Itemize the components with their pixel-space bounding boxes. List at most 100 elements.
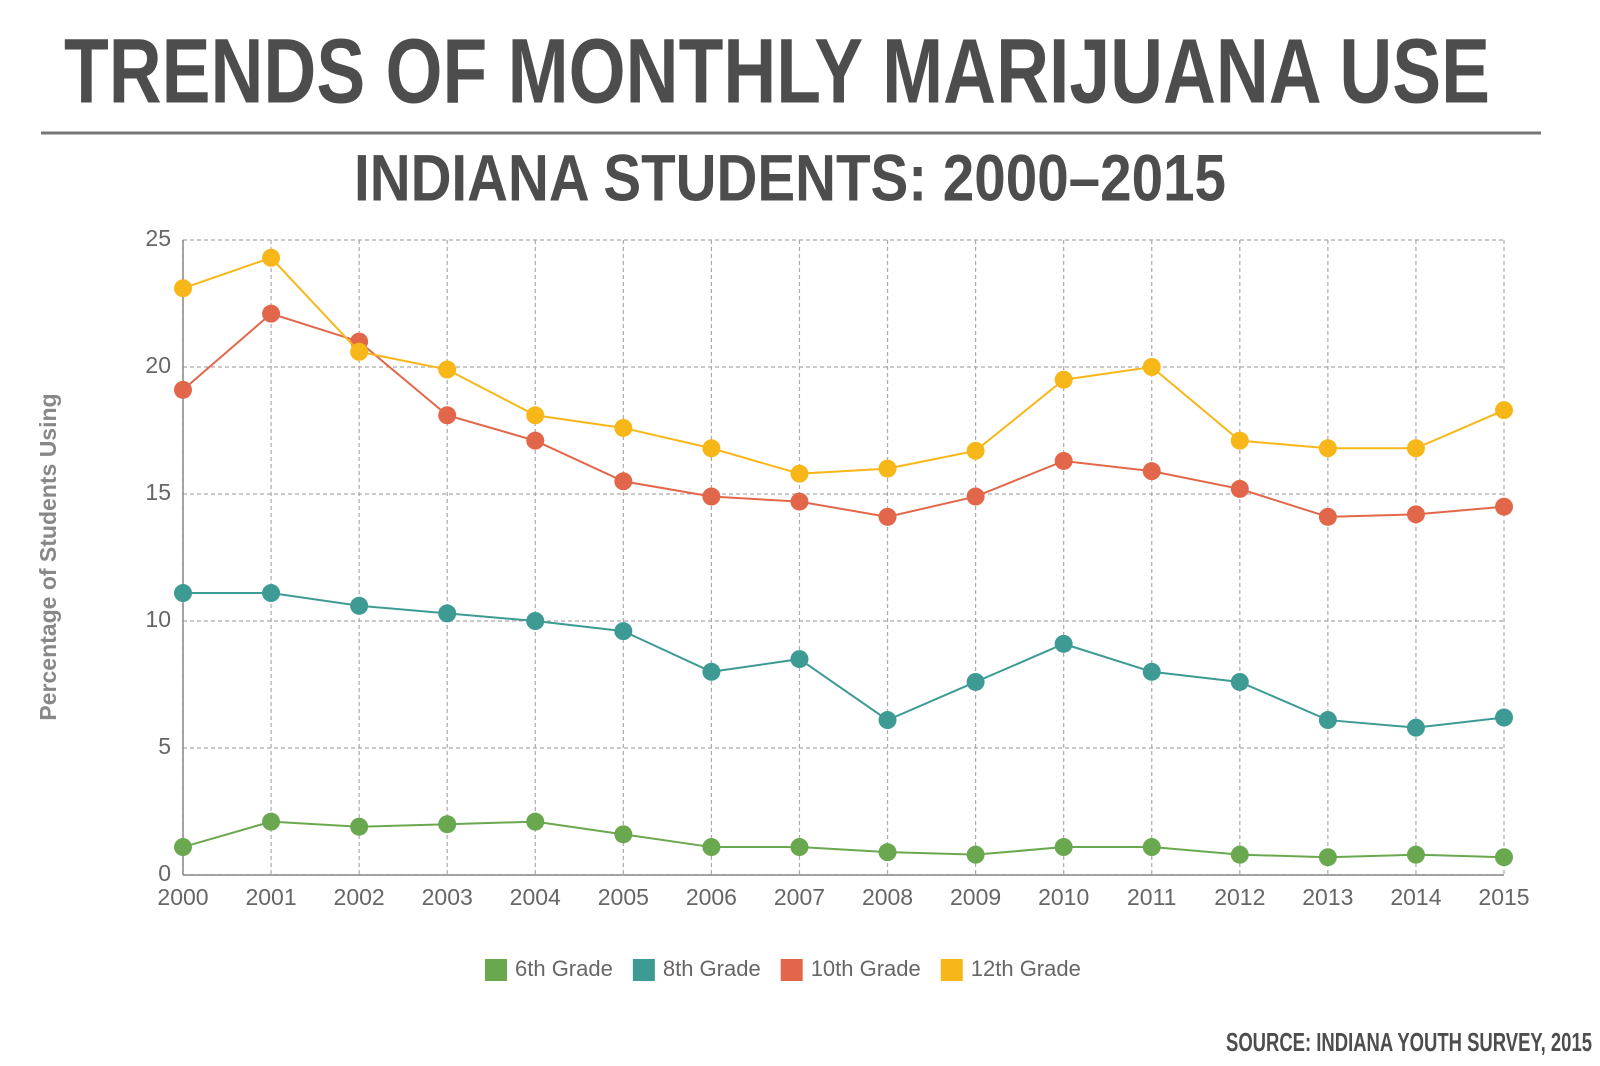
data-point bbox=[1230, 431, 1249, 450]
data-point bbox=[878, 843, 897, 862]
y-tick-label: 0 bbox=[158, 860, 171, 886]
data-point bbox=[438, 815, 457, 834]
y-tick-label: 15 bbox=[145, 479, 171, 505]
data-point bbox=[1054, 838, 1073, 857]
data-point bbox=[966, 487, 985, 506]
data-point bbox=[350, 342, 369, 361]
data-point bbox=[1054, 634, 1073, 653]
data-point bbox=[526, 406, 545, 425]
data-point bbox=[966, 441, 985, 460]
legend-swatch bbox=[780, 959, 803, 981]
data-point bbox=[262, 812, 281, 831]
x-tick-label: 2003 bbox=[422, 884, 473, 910]
data-point bbox=[614, 825, 633, 844]
data-point bbox=[1142, 462, 1161, 481]
x-tick-label: 2008 bbox=[862, 884, 913, 910]
source-note: SOURCE: INDIANA YOUTH SURVEY, 2015 bbox=[1226, 1027, 1592, 1057]
data-point bbox=[790, 492, 809, 511]
data-point bbox=[350, 817, 369, 836]
x-tick-label: 2007 bbox=[774, 884, 825, 910]
data-point bbox=[614, 622, 633, 641]
data-point bbox=[966, 845, 985, 864]
data-point bbox=[526, 612, 545, 630]
data-point bbox=[438, 360, 457, 379]
data-point bbox=[702, 838, 721, 857]
data-point bbox=[262, 584, 281, 603]
data-point bbox=[702, 662, 721, 681]
data-point bbox=[1495, 708, 1513, 727]
data-point bbox=[1406, 439, 1425, 458]
legend-swatch bbox=[485, 959, 507, 981]
y-tick-label: 20 bbox=[145, 352, 171, 378]
x-tick-label: 2011 bbox=[1127, 884, 1176, 910]
data-point bbox=[1318, 439, 1337, 458]
y-tick-label: 25 bbox=[145, 225, 171, 251]
data-point bbox=[1318, 711, 1337, 730]
data-point bbox=[350, 596, 369, 615]
data-point bbox=[438, 406, 457, 425]
data-point bbox=[1230, 479, 1249, 498]
data-point bbox=[174, 838, 192, 857]
chart-title: TRENDS OF MONTHLY MARIJUANA USE bbox=[64, 20, 1490, 122]
data-point bbox=[614, 418, 633, 437]
legend-swatch bbox=[632, 959, 655, 981]
data-point bbox=[438, 604, 457, 623]
x-tick-label: 2001 bbox=[245, 884, 296, 910]
series-line bbox=[182, 312, 1505, 518]
data-point bbox=[1054, 370, 1073, 389]
chart-subtitle: INDIANA STUDENTS: 2000–2015 bbox=[354, 140, 1226, 214]
data-point bbox=[790, 650, 809, 669]
y-axis-label: Percentage of Students Using bbox=[35, 393, 61, 720]
series-line bbox=[183, 592, 1505, 729]
data-point bbox=[174, 380, 192, 399]
data-point bbox=[1142, 838, 1161, 857]
data-point bbox=[966, 672, 985, 691]
legend-label: 10th Grade bbox=[811, 956, 921, 981]
data-point bbox=[1406, 505, 1425, 524]
data-point bbox=[1318, 507, 1337, 526]
data-point bbox=[1406, 718, 1425, 737]
data-point bbox=[262, 304, 281, 323]
x-tick-label: 2010 bbox=[1038, 884, 1089, 910]
data-point bbox=[1495, 401, 1513, 420]
data-point bbox=[878, 507, 897, 526]
data-point bbox=[702, 487, 721, 506]
data-point bbox=[1142, 358, 1161, 376]
data-point bbox=[1495, 497, 1513, 516]
data-point bbox=[790, 464, 809, 483]
data-point bbox=[1495, 848, 1513, 867]
data-point bbox=[1142, 662, 1161, 681]
series-line bbox=[182, 256, 1505, 475]
legend-label: 12th Grade bbox=[971, 956, 1081, 981]
data-point bbox=[1230, 672, 1249, 691]
x-tick-label: 2012 bbox=[1214, 884, 1265, 910]
x-tick-label: 2013 bbox=[1302, 884, 1353, 910]
x-tick-label: 2014 bbox=[1390, 884, 1441, 910]
data-point bbox=[526, 812, 545, 831]
data-point bbox=[702, 439, 721, 458]
y-tick-label: 10 bbox=[145, 606, 171, 632]
data-point bbox=[262, 248, 281, 267]
x-tick-label: 2002 bbox=[334, 884, 385, 910]
y-tick-label: 5 bbox=[158, 733, 171, 759]
data-point bbox=[1054, 451, 1073, 470]
x-tick-label: 2015 bbox=[1478, 884, 1529, 910]
x-tick-label: 2000 bbox=[157, 884, 208, 910]
x-tick-label: 2005 bbox=[598, 884, 649, 910]
series-line bbox=[182, 820, 1505, 859]
x-tick-label: 2009 bbox=[950, 884, 1001, 910]
legend-label: 6th Grade bbox=[515, 956, 613, 981]
data-point bbox=[878, 711, 897, 730]
data-point bbox=[1230, 845, 1249, 864]
data-point bbox=[614, 472, 633, 491]
data-point bbox=[790, 838, 809, 857]
data-point bbox=[174, 279, 192, 298]
x-tick-label: 2004 bbox=[510, 884, 561, 910]
data-point bbox=[878, 459, 897, 478]
legend-swatch bbox=[940, 959, 963, 981]
x-tick-label: 2006 bbox=[686, 884, 737, 910]
legend-label: 8th Grade bbox=[663, 956, 761, 981]
data-point bbox=[526, 431, 545, 450]
data-point bbox=[174, 584, 192, 603]
